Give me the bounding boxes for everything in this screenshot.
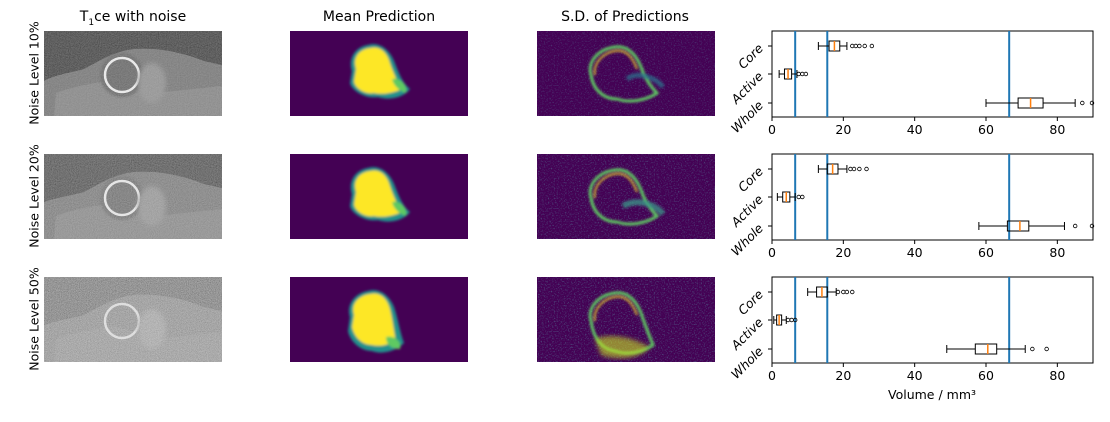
y-tick-label-whole: Whole: [728, 220, 766, 258]
outlier-point: [792, 317, 798, 323]
outlier-point: [1044, 346, 1049, 352]
column-title-mean-prediction: Mean Prediction: [322, 9, 436, 25]
outlier-point: [841, 289, 846, 295]
outlier-point: [1089, 100, 1095, 106]
box-whole: [974, 343, 998, 355]
y-tick-label-active: Active: [727, 191, 766, 230]
y-tick-label-whole: Whole: [728, 343, 766, 381]
x-tick-label: 40: [907, 122, 923, 137]
y-tick-label-active: Active: [727, 68, 766, 107]
x-tick-label: 60: [978, 245, 994, 260]
x-tick-label: 60: [978, 368, 994, 383]
outlier-point: [848, 166, 853, 172]
y-tick-label-core: Core: [735, 286, 766, 317]
outlier-point: [789, 317, 794, 323]
outlier-point: [785, 317, 791, 323]
outlier-point: [800, 194, 805, 200]
outlier-point: [851, 166, 857, 172]
mean-prediction-image-noise-20: [290, 154, 468, 239]
t1ce-image-noise-50: [44, 277, 222, 362]
sd-predictions-image-noise-10: [537, 31, 715, 116]
t1ce-image-noise-20: [44, 154, 222, 239]
x-tick-label: 20: [835, 368, 851, 383]
column-title-t1ce: T1ce with noise: [79, 9, 187, 28]
x-tick-label: 40: [907, 245, 923, 260]
y-tick-label-active: Active: [727, 314, 766, 353]
column-title-sd-predictions: S.D. of Predictions: [561, 9, 689, 25]
outlier-point: [853, 43, 859, 49]
x-tick-label: 0: [768, 122, 776, 137]
outlier-point: [869, 43, 875, 49]
outlier-point: [1030, 346, 1035, 352]
outlier-point: [850, 43, 855, 49]
x-tick-label: 40: [907, 368, 923, 383]
y-tick-label-whole: Whole: [728, 97, 766, 135]
x-tick-label: 80: [1049, 122, 1065, 137]
x-tick-label: 20: [835, 245, 851, 260]
outlier-point: [796, 194, 801, 200]
y-tick-label-core: Core: [735, 40, 766, 71]
x-tick-label: 80: [1049, 245, 1065, 260]
outlier-point: [1080, 100, 1085, 106]
outlier-point: [1089, 223, 1095, 229]
x-tick-label: 20: [835, 122, 851, 137]
outlier-point: [803, 71, 809, 77]
t1ce-image-noise-10: [44, 31, 222, 116]
x-tick-label: 80: [1049, 368, 1065, 383]
outlier-point: [844, 289, 850, 295]
sd-predictions-image-noise-20: [537, 154, 715, 239]
outlier-point: [862, 43, 867, 49]
plot-frame: [771, 153, 1094, 241]
outlier-point: [850, 289, 855, 295]
mean-prediction-image-noise-10: [290, 31, 468, 116]
plot-frame: [771, 30, 1094, 118]
outlier-point: [857, 43, 862, 49]
x-axis-label: Volume / mm³: [887, 387, 977, 402]
outlier-point: [1072, 223, 1078, 229]
sd-predictions-image-noise-50: [537, 277, 715, 362]
x-tick-label: 0: [768, 245, 776, 260]
outlier-point: [864, 166, 869, 172]
x-tick-label: 0: [768, 368, 776, 383]
outlier-point: [835, 289, 841, 295]
y-tick-label-core: Core: [735, 163, 766, 194]
box-whole: [1006, 220, 1030, 232]
outlier-point: [800, 71, 805, 77]
outlier-point: [796, 71, 801, 77]
outlier-point: [857, 166, 862, 172]
x-tick-label: 60: [978, 122, 994, 137]
mean-prediction-image-noise-50: [290, 277, 468, 362]
